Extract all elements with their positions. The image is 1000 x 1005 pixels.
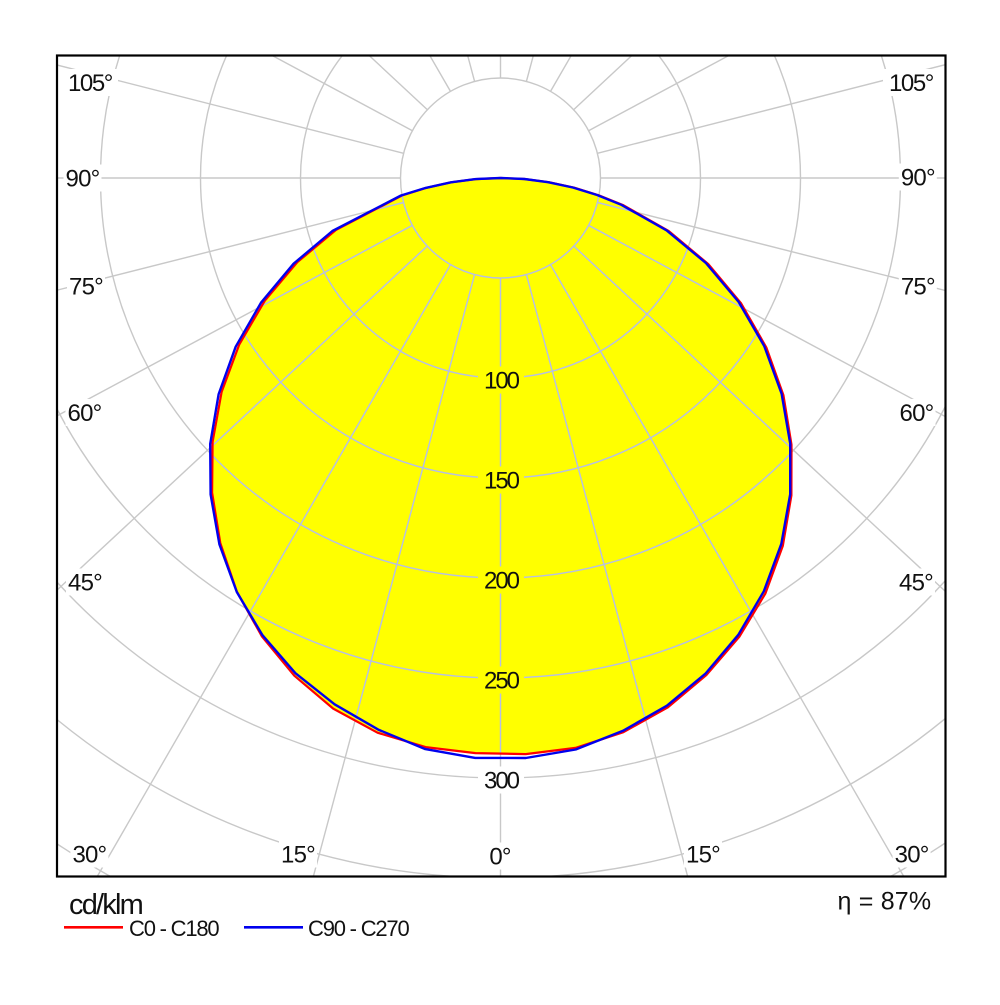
svg-text:η = 87%: η = 87% xyxy=(838,888,932,916)
svg-text:45°: 45° xyxy=(68,570,102,597)
svg-text:15°: 15° xyxy=(686,842,720,869)
svg-text:75°: 75° xyxy=(901,274,935,301)
svg-text:200: 200 xyxy=(484,568,520,595)
svg-text:105°: 105° xyxy=(68,70,113,97)
svg-text:15°: 15° xyxy=(281,842,315,869)
svg-text:60°: 60° xyxy=(68,400,102,427)
svg-text:C90 - C270: C90 - C270 xyxy=(308,916,409,941)
svg-text:75°: 75° xyxy=(69,273,103,300)
svg-text:60°: 60° xyxy=(900,400,934,427)
svg-text:30°: 30° xyxy=(72,842,106,869)
svg-text:150: 150 xyxy=(484,468,520,495)
svg-text:105°: 105° xyxy=(889,70,934,97)
svg-text:0°: 0° xyxy=(489,844,511,871)
svg-text:90°: 90° xyxy=(901,165,935,192)
svg-text:C0 - C180: C0 - C180 xyxy=(129,916,219,941)
svg-text:300: 300 xyxy=(484,768,520,795)
svg-text:30°: 30° xyxy=(895,842,929,869)
svg-text:45°: 45° xyxy=(899,570,933,597)
svg-text:100: 100 xyxy=(484,368,520,395)
svg-text:250: 250 xyxy=(484,668,520,695)
svg-text:90°: 90° xyxy=(66,166,100,193)
